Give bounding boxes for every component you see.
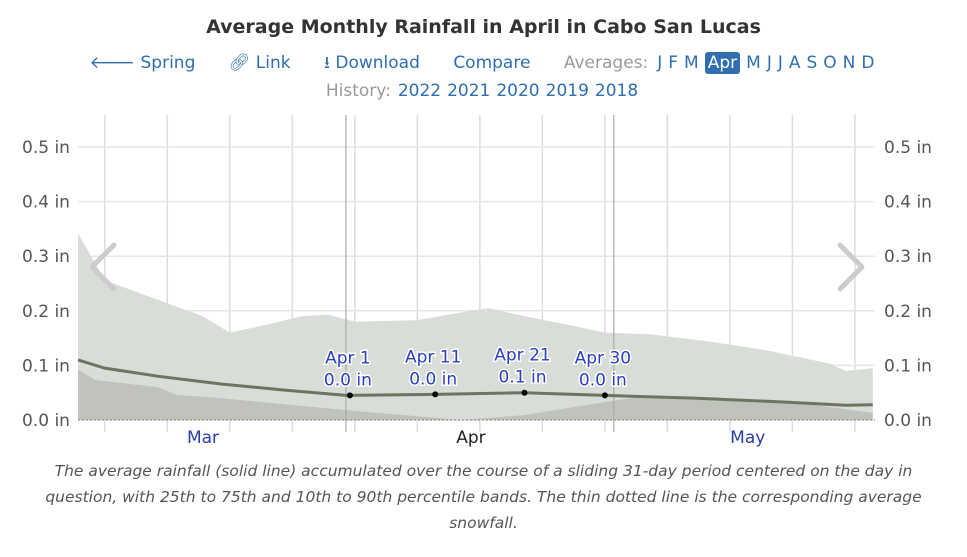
spring-link[interactable]: 🡐 Spring [90,53,196,73]
y-tick-label-right: 0.3 in [884,247,932,267]
year-link-2022[interactable]: 2022 [397,81,442,101]
annotation-point[interactable] [521,389,528,396]
month-link-8[interactable]: S [806,53,818,73]
year-link-2020[interactable]: 2020 [496,81,540,101]
y-tick-label-left: 0.0 in [22,411,70,431]
y-tick-label-right: 0.4 in [884,193,932,213]
spring-label: Spring [140,53,196,73]
x-tick-label: Mar [187,428,219,448]
history-label: History: [325,81,391,101]
month-link-3[interactable]: Apr [704,52,741,74]
month-link-6[interactable]: J [777,53,783,73]
y-tick-label-left: 0.1 in [22,356,70,376]
year-link-2018[interactable]: 2018 [594,81,639,101]
month-links: J F M Apr M J J A S O N D [654,52,877,74]
annotation-value: 0.0 in [324,370,372,390]
y-tick-label-right: 0.2 in [884,302,932,322]
month-link-11[interactable]: D [861,53,875,73]
percentile-band-low [78,369,873,420]
y-tick-label-right: 0.5 in [884,138,932,158]
month-link-5[interactable]: J [766,53,772,73]
annotation-date: Apr 21 [494,346,550,366]
annotation-date: Apr 30 [575,348,631,368]
link-label: Link [255,53,291,73]
chart-title: Average Monthly Rainfall in April in Cab… [206,16,761,38]
month-link-9[interactable]: O [823,53,837,73]
link-button[interactable]: 🔗︎ Link [229,53,291,73]
y-tick-label-right: 0.0 in [884,411,932,431]
annotation-point[interactable] [432,391,439,398]
download-button[interactable]: ⭳ Download [324,50,420,79]
month-link-0[interactable]: J [657,53,663,73]
toolbar: 🡐 Spring 🔗︎ Link ⭳ Download Compare Aver… [0,50,967,79]
y-tick-label-right: 0.1 in [884,356,932,376]
chevron-right-icon[interactable] [837,242,865,292]
month-link-1[interactable]: F [668,53,679,73]
month-link-10[interactable]: N [842,53,856,73]
year-link-2021[interactable]: 2021 [447,81,491,101]
month-link-4[interactable]: M [746,53,761,73]
x-tick-label: May [730,428,765,448]
percentile-band-10-90 [78,233,873,420]
averages-label: Averages: [563,53,649,73]
arrow-left-icon: 🡐 [89,53,136,73]
y-tick-label-left: 0.5 in [22,138,70,158]
y-tick-label-left: 0.2 in [22,302,70,322]
download-label: Download [335,53,420,73]
annotation-value: 0.1 in [499,368,547,388]
annotation-value: 0.0 in [579,370,627,390]
year-links: 2022 2021 2020 2019 2018 [395,81,641,101]
download-icon: ⭳ [324,53,330,73]
year-link-2019[interactable]: 2019 [545,81,589,101]
annotation-point[interactable] [346,392,353,399]
annotation-date: Apr 1 [325,348,371,368]
y-tick-label-left: 0.4 in [22,193,70,213]
compare-link[interactable]: Compare [453,53,531,73]
month-link-7[interactable]: A [788,53,801,73]
link-icon: 🔗︎ [228,53,251,73]
annotation-date: Apr 11 [405,347,461,367]
x-tick-label: Apr [456,428,485,448]
annotation-point[interactable] [601,392,608,399]
chevron-left-icon[interactable] [89,242,117,292]
history-bar: History: 2022 2021 2020 2019 2018 [0,81,967,101]
annotation-value: 0.0 in [409,369,457,389]
y-tick-label-left: 0.3 in [22,247,70,267]
rainfall-chart: 0.0 in 0.0 in 0.1 in 0.1 in 0.2 in 0.2 in 0.3 … [22,115,932,448]
chart-caption: The average rainfall (solid line) accumu… [45,462,922,532]
month-link-2[interactable]: M [684,53,699,73]
